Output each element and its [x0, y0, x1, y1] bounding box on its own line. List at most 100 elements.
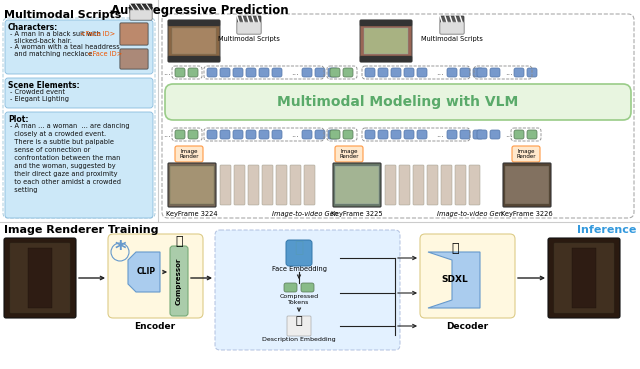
FancyBboxPatch shape	[207, 68, 217, 77]
FancyBboxPatch shape	[460, 130, 470, 139]
FancyBboxPatch shape	[168, 163, 216, 207]
FancyBboxPatch shape	[365, 130, 375, 139]
FancyBboxPatch shape	[120, 23, 148, 45]
FancyBboxPatch shape	[335, 146, 363, 162]
FancyBboxPatch shape	[207, 130, 217, 139]
Text: Image
Render: Image Render	[339, 149, 359, 159]
FancyBboxPatch shape	[455, 165, 466, 205]
FancyBboxPatch shape	[315, 130, 325, 139]
FancyBboxPatch shape	[10, 243, 70, 313]
FancyBboxPatch shape	[420, 234, 515, 318]
FancyBboxPatch shape	[469, 165, 480, 205]
FancyBboxPatch shape	[5, 20, 153, 74]
Polygon shape	[128, 252, 160, 292]
FancyBboxPatch shape	[302, 130, 312, 139]
Text: Compressor: Compressor	[176, 257, 182, 305]
FancyBboxPatch shape	[413, 165, 424, 205]
Text: - A man in a black suit with
  slicked-back hair.: - A man in a black suit with slicked-bac…	[10, 31, 101, 44]
FancyBboxPatch shape	[120, 49, 148, 69]
FancyBboxPatch shape	[233, 68, 243, 77]
Text: Characters:: Characters:	[8, 23, 58, 32]
Text: KeyFrame 3226: KeyFrame 3226	[501, 211, 553, 217]
FancyBboxPatch shape	[290, 165, 301, 205]
Text: - A man ... a woman  ... are dancing
  closely at a crowded event.
  There is a : - A man ... a woman ... are dancing clos…	[10, 123, 130, 193]
Text: Face Embedding: Face Embedding	[271, 266, 326, 272]
FancyBboxPatch shape	[360, 56, 412, 62]
Text: Multimodal Scripts: Multimodal Scripts	[218, 36, 280, 42]
Text: Inference: Inference	[577, 225, 636, 235]
FancyBboxPatch shape	[262, 165, 273, 205]
FancyBboxPatch shape	[130, 4, 152, 20]
Text: Image-to-video Gen: Image-to-video Gen	[437, 211, 503, 217]
FancyBboxPatch shape	[447, 68, 457, 77]
Text: <Face ID>: <Face ID>	[80, 31, 115, 37]
FancyBboxPatch shape	[477, 68, 487, 77]
FancyBboxPatch shape	[188, 130, 198, 139]
Text: Image
Render: Image Render	[516, 149, 536, 159]
Text: Encoder: Encoder	[134, 322, 175, 331]
FancyBboxPatch shape	[287, 316, 311, 336]
Text: ...: ...	[163, 130, 171, 138]
FancyBboxPatch shape	[440, 22, 464, 34]
FancyBboxPatch shape	[246, 130, 256, 139]
FancyBboxPatch shape	[328, 130, 338, 139]
Text: Multimodal Modeling with VLM: Multimodal Modeling with VLM	[277, 95, 518, 109]
Polygon shape	[428, 252, 480, 308]
Text: <Face ID>: <Face ID>	[87, 51, 122, 57]
FancyBboxPatch shape	[237, 22, 261, 34]
FancyBboxPatch shape	[490, 130, 500, 139]
Text: 🔥: 🔥	[451, 241, 459, 255]
FancyBboxPatch shape	[234, 165, 245, 205]
Text: SDXL: SDXL	[442, 276, 468, 284]
Text: ...: ...	[436, 130, 444, 138]
FancyBboxPatch shape	[130, 10, 152, 20]
FancyBboxPatch shape	[328, 68, 338, 77]
Text: Image Renderer Training: Image Renderer Training	[4, 225, 159, 235]
Text: Scene Elements:: Scene Elements:	[8, 81, 79, 90]
FancyBboxPatch shape	[333, 163, 381, 207]
FancyBboxPatch shape	[259, 68, 269, 77]
Text: ...: ...	[436, 68, 444, 76]
FancyBboxPatch shape	[441, 165, 452, 205]
FancyBboxPatch shape	[28, 248, 52, 308]
FancyBboxPatch shape	[330, 68, 340, 77]
FancyBboxPatch shape	[301, 283, 314, 292]
FancyBboxPatch shape	[527, 68, 537, 77]
FancyBboxPatch shape	[170, 166, 214, 204]
Text: CLIP: CLIP	[136, 268, 156, 276]
FancyBboxPatch shape	[460, 68, 470, 77]
Text: Multimodal Scripts: Multimodal Scripts	[4, 10, 122, 20]
Text: Image-to-video Gen: Image-to-video Gen	[272, 211, 338, 217]
FancyBboxPatch shape	[120, 23, 148, 45]
FancyBboxPatch shape	[215, 230, 400, 350]
Text: ...: ...	[291, 130, 299, 138]
FancyBboxPatch shape	[473, 130, 483, 139]
Text: Auto-regressive Prediction: Auto-regressive Prediction	[111, 4, 289, 17]
Text: Image
Render: Image Render	[179, 149, 199, 159]
FancyBboxPatch shape	[391, 130, 401, 139]
FancyBboxPatch shape	[220, 130, 230, 139]
FancyBboxPatch shape	[272, 130, 282, 139]
FancyBboxPatch shape	[175, 130, 185, 139]
FancyBboxPatch shape	[473, 68, 483, 77]
Text: ...: ...	[291, 68, 299, 76]
FancyBboxPatch shape	[168, 20, 220, 62]
FancyBboxPatch shape	[302, 68, 312, 77]
FancyBboxPatch shape	[378, 130, 388, 139]
FancyBboxPatch shape	[391, 68, 401, 77]
Text: ...: ...	[505, 68, 513, 76]
FancyBboxPatch shape	[440, 16, 464, 34]
FancyBboxPatch shape	[343, 68, 353, 77]
FancyBboxPatch shape	[427, 165, 438, 205]
FancyBboxPatch shape	[490, 68, 500, 77]
Text: ...: ...	[505, 130, 513, 138]
FancyBboxPatch shape	[343, 130, 353, 139]
Text: *: *	[114, 240, 126, 260]
FancyBboxPatch shape	[175, 68, 185, 77]
FancyBboxPatch shape	[5, 78, 153, 108]
FancyBboxPatch shape	[335, 166, 379, 204]
Text: Decoder: Decoder	[446, 322, 488, 331]
FancyBboxPatch shape	[259, 130, 269, 139]
Text: 📄: 📄	[296, 316, 302, 326]
FancyBboxPatch shape	[330, 130, 340, 139]
